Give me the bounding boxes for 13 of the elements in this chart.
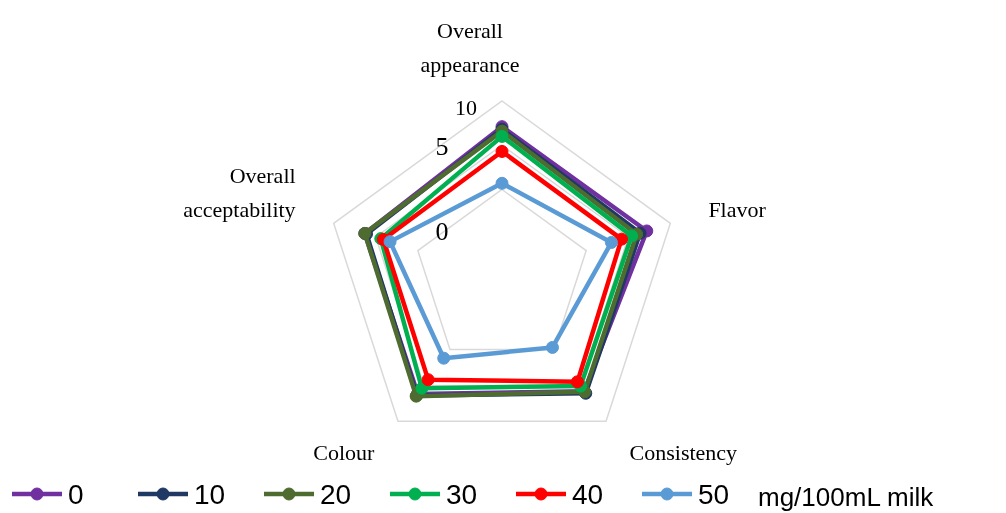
spoke-label: Overall acceptability (183, 162, 296, 222)
spoke-label: Consistency (629, 439, 738, 465)
legend-title: mg/100mL milk (758, 482, 935, 512)
spoke-label: Flavor (708, 196, 767, 222)
legend-label: 20 (320, 479, 352, 510)
spoke-label: Overall appearance (420, 18, 520, 77)
legend-label: 50 (698, 479, 730, 510)
legend-label: 0 (68, 479, 84, 510)
legend-label: 10 (194, 479, 226, 510)
spoke-label: Colour (313, 439, 376, 465)
y-tick-label: 5 (435, 132, 449, 162)
legend-label: 30 (446, 479, 478, 510)
legend-label: 40 (572, 479, 604, 510)
